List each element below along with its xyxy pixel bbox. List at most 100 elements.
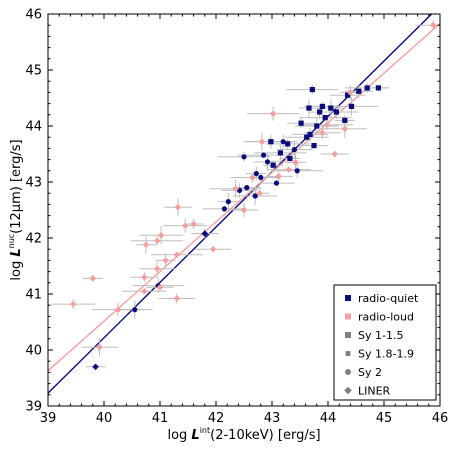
legend-label: Sy 2: [358, 366, 382, 379]
legend-marker: [345, 369, 351, 375]
data-point: [285, 141, 291, 147]
data-point: [309, 87, 315, 93]
data-point: [132, 307, 138, 313]
legend-label: LINER: [358, 385, 391, 398]
y-tick-label: 44: [25, 120, 42, 135]
data-point: [157, 231, 165, 239]
data-point: [277, 150, 283, 156]
data-point: [141, 273, 148, 281]
data-point: [304, 134, 310, 140]
data-point: [347, 89, 353, 95]
axis-ticks: 39 40 41 42 43 44 45 46 39 40 41 42 43 44 45 46: [25, 8, 448, 427]
fit-lines: [48, 14, 440, 394]
data-point: [345, 92, 351, 98]
data-point: [173, 251, 181, 259]
data-points: [69, 22, 436, 371]
legend-marker: [345, 351, 351, 356]
data-point: [356, 88, 362, 94]
data-point: [331, 150, 339, 158]
data-point: [141, 287, 148, 295]
data-point: [182, 223, 188, 229]
legend-label: Sy 1-1.5: [358, 329, 403, 342]
data-point: [209, 245, 217, 253]
legend-label: radio-quiet: [358, 292, 419, 305]
legend: radio-quiet radio-loud Sy 1-1.5 Sy 1.8-1.9 S…: [333, 284, 437, 401]
legend-entries: radio-quiet radio-loud Sy 1-1.5 Sy 1.8-1.9 S…: [344, 292, 419, 398]
data-point: [153, 265, 161, 273]
data-point: [225, 199, 231, 205]
data-point: [348, 103, 355, 109]
data-point: [252, 193, 258, 199]
data-point: [314, 123, 320, 129]
data-point: [291, 146, 297, 153]
y-tick-label: 41: [25, 288, 42, 303]
data-point: [286, 167, 292, 173]
legend-marker: [345, 295, 351, 301]
data-point: [156, 283, 164, 291]
data-point: [256, 189, 263, 197]
data-point: [258, 174, 264, 181]
data-point: [232, 185, 239, 193]
x-tick-label: 39: [40, 411, 57, 426]
data-point: [323, 121, 331, 129]
x-tick-label: 41: [152, 411, 169, 426]
data-point: [276, 173, 282, 179]
data-point: [221, 206, 227, 212]
x-tick-label: 44: [320, 411, 337, 426]
x-tick-label: 46: [432, 411, 449, 426]
y-tick-label: 45: [25, 64, 42, 79]
data-point: [280, 139, 286, 145]
x-axis-label: log Lint(2-10keV) [erg/s]: [167, 426, 320, 443]
data-point: [317, 109, 323, 115]
y-tick-label: 43: [25, 176, 42, 191]
data-point: [89, 275, 97, 282]
y-tick-label: 46: [25, 8, 42, 23]
data-point: [319, 129, 326, 137]
data-point: [341, 125, 349, 133]
data-point: [319, 103, 325, 109]
y-axis-label: log Lnuc(12µm) [erg/s]: [7, 139, 24, 280]
fit-line: [48, 22, 440, 372]
data-point: [173, 295, 181, 302]
data-point: [190, 220, 197, 228]
data-point: [292, 159, 299, 165]
data-point: [333, 109, 339, 115]
data-point: [306, 105, 312, 111]
data-point: [375, 85, 381, 91]
data-point: [174, 203, 182, 211]
data-point: [430, 22, 436, 28]
legend-box: [333, 284, 437, 401]
data-point: [264, 159, 271, 165]
data-point: [69, 300, 77, 308]
data-point: [328, 105, 334, 111]
legend-marker: [344, 386, 352, 395]
legend-marker: [345, 332, 351, 338]
data-point: [270, 111, 276, 117]
legend-marker: [345, 313, 351, 320]
y-tick-label: 40: [25, 344, 42, 359]
data-point: [311, 143, 317, 149]
y-tick-label: 42: [25, 232, 42, 247]
fit-line: [48, 14, 433, 394]
data-point: [364, 85, 370, 91]
data-point: [96, 343, 103, 351]
data-point: [142, 241, 150, 249]
data-point: [268, 139, 274, 145]
data-point: [342, 117, 348, 123]
data-point: [92, 363, 99, 371]
data-point: [249, 174, 255, 181]
data-point: [273, 180, 280, 186]
data-point: [294, 168, 300, 174]
data-point: [162, 257, 169, 264]
data-point: [270, 162, 276, 168]
x-tick-label: 45: [376, 411, 393, 426]
data-point: [298, 120, 304, 126]
x-tick-label: 42: [208, 411, 225, 426]
plot-frame: [47, 13, 441, 407]
data-point: [115, 307, 121, 313]
legend-label: Sy 1.8-1.9: [358, 348, 414, 361]
data-point: [261, 152, 267, 158]
data-point: [153, 237, 161, 245]
data-point: [253, 171, 259, 177]
